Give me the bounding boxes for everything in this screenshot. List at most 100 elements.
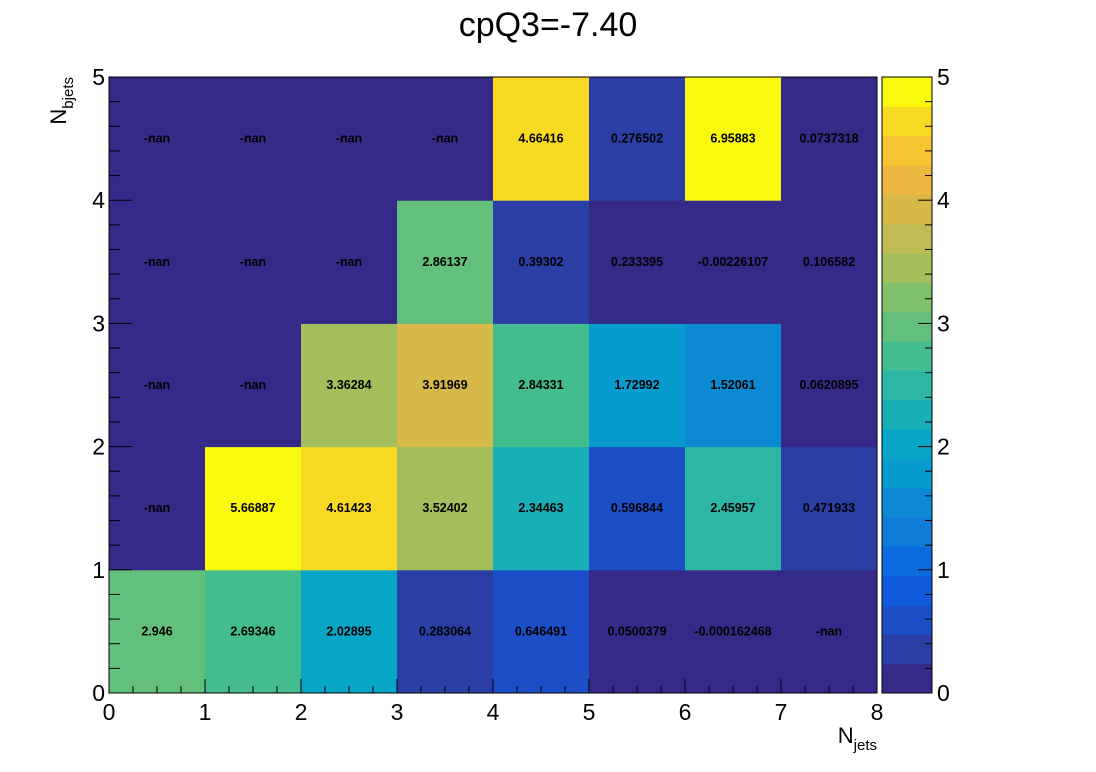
- palette-swatch: [882, 458, 932, 489]
- x-tick-label: 6: [679, 699, 692, 725]
- heatmap-cell: [685, 200, 782, 324]
- z-tick-label: 1: [937, 557, 950, 583]
- palette-swatch: [882, 77, 932, 107]
- y-tick-label: 0: [92, 680, 105, 706]
- heatmap-cell: [301, 323, 398, 448]
- cell-value-label: -nan: [240, 255, 266, 269]
- cell-value-label: 0.106582: [803, 255, 855, 269]
- heatmap-cell: [685, 323, 782, 448]
- heatmap-cell: [109, 200, 206, 324]
- heatmap-cell: [205, 77, 302, 201]
- y-axis-label-main: N: [46, 109, 71, 125]
- x-tick-label: 5: [583, 699, 596, 725]
- palette-swatch: [882, 253, 932, 283]
- heatmap-cell: [397, 446, 494, 571]
- palette-swatch: [882, 634, 932, 665]
- cell-value-label: -nan: [144, 132, 170, 146]
- palette-swatch: [882, 311, 932, 342]
- cell-value-label: 0.0620895: [799, 378, 858, 392]
- heatmap-cell: [781, 77, 878, 201]
- heatmap-cell: [109, 77, 206, 201]
- cell-value-label: 0.471933: [803, 501, 855, 515]
- heatmap-cell: [493, 569, 590, 694]
- palette-swatch: [882, 575, 932, 606]
- cell-value-label: -0.000162468: [694, 624, 771, 638]
- cell-value-label: 5.66887: [230, 501, 275, 515]
- cell-value-label: -nan: [816, 624, 842, 638]
- cell-value-label: 0.0500379: [607, 624, 666, 638]
- cell-value-label: 1.72992: [614, 378, 659, 392]
- cell-value-label: 6.95883: [710, 132, 755, 146]
- heatmap-cell: [301, 77, 398, 201]
- heatmap-cell: [589, 446, 686, 571]
- palette-swatch: [882, 546, 932, 577]
- heatmap-cell: [205, 323, 302, 448]
- x-tick-label: 7: [775, 699, 788, 725]
- heatmap-cell: [109, 323, 206, 448]
- cell-value-label: 2.34463: [518, 501, 563, 515]
- y-tick-label: 5: [92, 64, 105, 90]
- heatmap-cell: [397, 569, 494, 694]
- cell-value-label: 2.86137: [422, 255, 467, 269]
- heatmap-cell: [493, 446, 590, 571]
- palette-swatch: [882, 605, 932, 635]
- palette-frame: [881, 76, 933, 694]
- palette-swatch: [882, 663, 932, 694]
- x-tick-label: 4: [487, 699, 500, 725]
- cell-value-label: -nan: [432, 132, 458, 146]
- palette-swatch: [882, 517, 932, 547]
- palette-swatch: [882, 135, 932, 166]
- heatmap-cell: [781, 569, 878, 694]
- heatmap-cell: [685, 569, 782, 694]
- cells-layer: [109, 77, 878, 694]
- y-axis-label: Nbjets: [46, 77, 77, 125]
- cell-value-label: 2.84331: [518, 378, 563, 392]
- cell-value-label: 3.52402: [422, 501, 467, 515]
- heatmap-cell: [493, 77, 590, 201]
- cell-value-label: 0.0737318: [799, 132, 858, 146]
- cell-value-label: -nan: [144, 255, 170, 269]
- cell-value-label: 2.02895: [326, 624, 371, 638]
- palette-swatch: [882, 341, 932, 371]
- cell-value-label: -nan: [336, 132, 362, 146]
- heatmap-cell: [589, 77, 686, 201]
- cell-value-label: -nan: [336, 255, 362, 269]
- cell-value-label: -nan: [240, 378, 266, 392]
- cell-value-label: 0.233395: [611, 255, 663, 269]
- heatmap-cell: [397, 77, 494, 201]
- x-tick-label: 2: [295, 699, 308, 725]
- x-axis-label: Njets: [838, 723, 877, 754]
- x-tick-label: 0: [103, 699, 116, 725]
- cell-value-label: -nan: [144, 378, 170, 392]
- y-axis-label-sub: bjets: [60, 77, 77, 109]
- cell-value-label: -0.00226107: [698, 255, 768, 269]
- heatmap-cell: [397, 200, 494, 324]
- heatmap-cell: [685, 446, 782, 571]
- x-tick-label: 8: [871, 699, 884, 725]
- x-axis-label-sub: jets: [853, 737, 877, 754]
- cell-value-label: 3.36284: [326, 378, 371, 392]
- palette-swatch: [882, 165, 932, 195]
- heatmap-cell: [493, 323, 590, 448]
- palette-swatch: [882, 370, 932, 401]
- chart-title: cpQ3=-7.40: [458, 6, 638, 44]
- heatmap-cell: [589, 323, 686, 448]
- cell-value-label: 2.45957: [710, 501, 755, 515]
- z-tick-label: 4: [937, 187, 950, 213]
- y-tick-label: 2: [92, 434, 105, 460]
- cell-value-label: 2.946: [141, 624, 172, 638]
- z-tick-label: 0: [937, 680, 950, 706]
- cell-value-label: 1.52061: [710, 378, 755, 392]
- z-tick-label: 2: [937, 434, 950, 460]
- heatmap-cell: [109, 446, 206, 571]
- palette-swatch: [882, 429, 932, 459]
- z-tick-label: 3: [937, 310, 950, 336]
- heatmap-cell: [493, 200, 590, 324]
- y-tick-label: 3: [92, 310, 105, 336]
- heatmap-cell: [205, 446, 302, 571]
- heatmap-cell: [781, 446, 878, 571]
- heatmap-cell: [205, 569, 302, 694]
- heatmap-cell: [781, 323, 878, 448]
